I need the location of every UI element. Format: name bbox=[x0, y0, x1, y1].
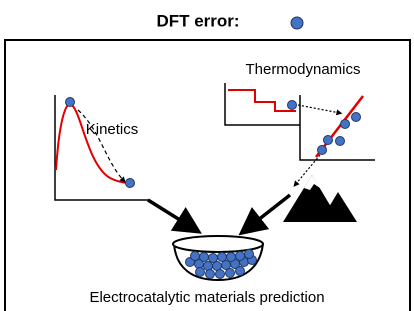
bowl bbox=[173, 236, 263, 280]
kinetics-label: Kinetics bbox=[86, 121, 139, 138]
diagram: DFT error: Kinetics Thermodynamics bbox=[0, 0, 414, 311]
error-dot bbox=[291, 17, 303, 29]
title: DFT error: bbox=[156, 11, 239, 30]
arrow bbox=[148, 200, 196, 230]
arrow bbox=[244, 195, 290, 231]
page: DFT error: Kinetics Thermodynamics bbox=[0, 0, 414, 311]
mountains bbox=[283, 175, 357, 222]
kinetics-plot bbox=[55, 95, 150, 200]
scatter-plot bbox=[295, 95, 375, 185]
thermo-plot bbox=[225, 83, 340, 125]
thermodynamics-label: Thermodynamics bbox=[245, 61, 360, 78]
prediction-label: Electrocatalytic materials prediction bbox=[89, 289, 324, 306]
